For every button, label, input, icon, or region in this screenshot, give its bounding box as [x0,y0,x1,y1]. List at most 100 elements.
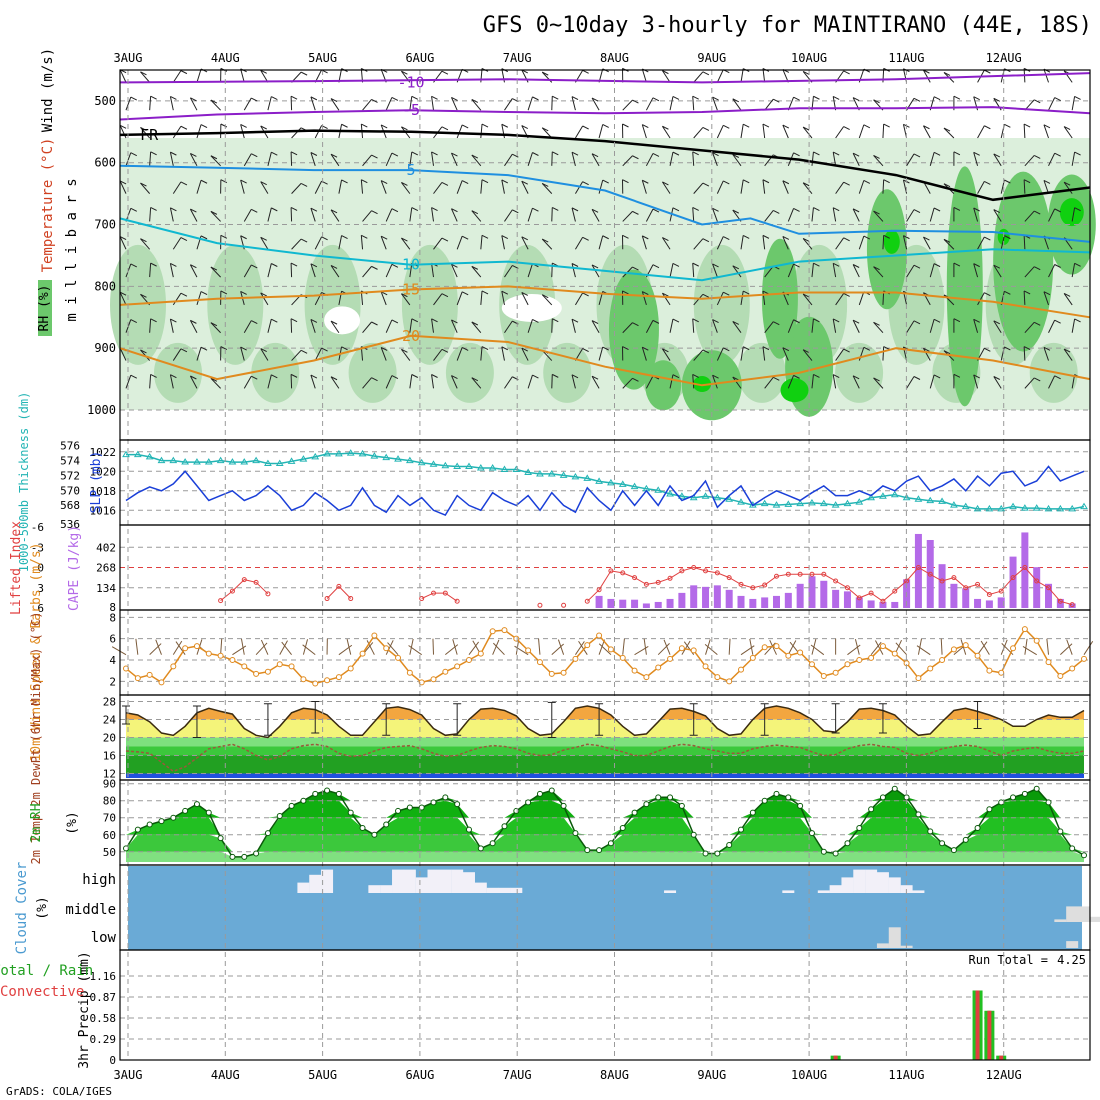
thickness-line-point [405,456,414,464]
wind-barb-staff [764,321,774,334]
wind-barb-staff [1024,155,1035,167]
wind10m-barb [111,646,127,656]
wind-barb-flag [290,207,298,211]
wind-barb-flag [602,179,609,184]
thickness-line-point [760,499,769,507]
wind-barb-flag [953,318,961,323]
wind-barb-staff [409,96,413,111]
rh2m-line-point [820,848,827,855]
wind-barb-staff [456,180,463,194]
wind-barb-flag [692,373,699,378]
wind-barb-staff [243,264,252,278]
wind-barb-staff [740,346,744,361]
rh2m-ytick: 50 [103,846,116,859]
wind-barb-flag [431,95,438,100]
lifted-index-line [326,585,352,599]
cape-ytick: 8 [109,601,116,614]
date-label-top: 4AUG [211,51,240,65]
wind-barb-staff [764,377,774,389]
wind-barb-flag [210,377,218,382]
wind-barb-flag [802,237,810,242]
wind-barb-flag [271,151,278,156]
wind-barb-flag [240,235,247,240]
wind-barb-flag [773,209,780,214]
thickness-line-point [465,462,473,470]
wind-barb-staff [835,293,845,306]
wind-barb-flag [852,152,860,157]
thickness-line-point [311,452,320,460]
cape-bar [595,595,603,608]
wind-barb-flag [512,209,519,214]
wind-barb-staff [480,179,483,194]
wind-barb-flag [852,97,860,102]
rh2m-fill-band [126,788,1084,801]
rh-mid-region [401,244,458,365]
wind-barb-staff [762,68,766,83]
wind-barb-flag [571,318,579,323]
wind-barb-flag [913,153,921,158]
wind-barb-flag [1023,123,1031,128]
wind-barb-flag [310,318,318,323]
wind-barb-flag [210,210,218,215]
wind-barb-staff [662,125,671,139]
wind-barb-flag [802,126,810,131]
wind-barb-flag [973,374,980,379]
wind-barb-staff [1063,348,1073,361]
wind-barb-flag [300,238,308,243]
cloud-ytick: low [91,930,117,946]
wind10m-line-point [761,644,768,651]
wind10m-line-point [1033,637,1040,644]
wind-barb-staff [575,237,584,250]
wind-barb-staff [692,318,695,333]
wind-barb-flag [793,208,800,212]
wind-barb-staff [527,96,533,111]
upper-ytick: 500 [94,94,116,108]
wind-barb-flag [913,209,921,214]
rh2m-line-point [1033,785,1040,792]
wind-barb-staff [811,151,814,166]
wind-barb-staff [929,207,935,222]
wind-barb-flag [411,374,419,378]
wind-barb-staff [923,348,931,361]
wind-barb-staff [622,377,633,389]
wind10m-barb [346,638,352,655]
panel-frame-precip [119,949,1091,1061]
rh2m-line-point [1081,852,1087,859]
wind-barb-staff [172,292,182,306]
wind-barb-staff [330,209,340,222]
wind-barb-flag [843,70,850,75]
wind-barb-flag [602,346,609,351]
wind10m-line-point [536,659,543,666]
wind-barb-staff [119,347,127,361]
lifted-index-point [691,565,697,570]
wind-barb-flag [843,292,850,297]
wind-barb-flag [662,292,669,297]
precip-legend-total: Total / Rain [0,963,93,979]
wind-barb-staff [149,207,152,222]
wind-barb-flag [150,151,157,156]
wind10m-line-point [454,663,461,670]
temp-band [126,773,1084,778]
rh2m-line-point [596,847,603,854]
rh2m-line-point [808,830,815,837]
wind-barb-flag [943,350,951,355]
wind-barb-staff [882,179,885,194]
thickness-line-point [193,458,201,465]
wind-barb-staff [1043,291,1049,306]
rh2m-line-point [844,840,851,847]
wind-barb-staff [693,238,704,250]
wind-barb-flag [251,320,258,325]
panel-label-wind: Wind (m/s) [40,48,56,132]
wind-barb-staff [189,320,198,333]
thickness-line-point [630,482,639,490]
wind-barb-flag [251,264,258,269]
wind-barb-staff [169,263,174,278]
thickness-line-point [867,493,875,501]
cloud-block-high [462,872,475,893]
rh-mid-region [835,342,884,403]
wind-barb-staff [591,264,600,278]
wind10m-barb [255,642,268,656]
wind-barb-flag [220,179,228,184]
wind-barb-flag [692,262,699,267]
wind-barb-staff [662,181,671,194]
